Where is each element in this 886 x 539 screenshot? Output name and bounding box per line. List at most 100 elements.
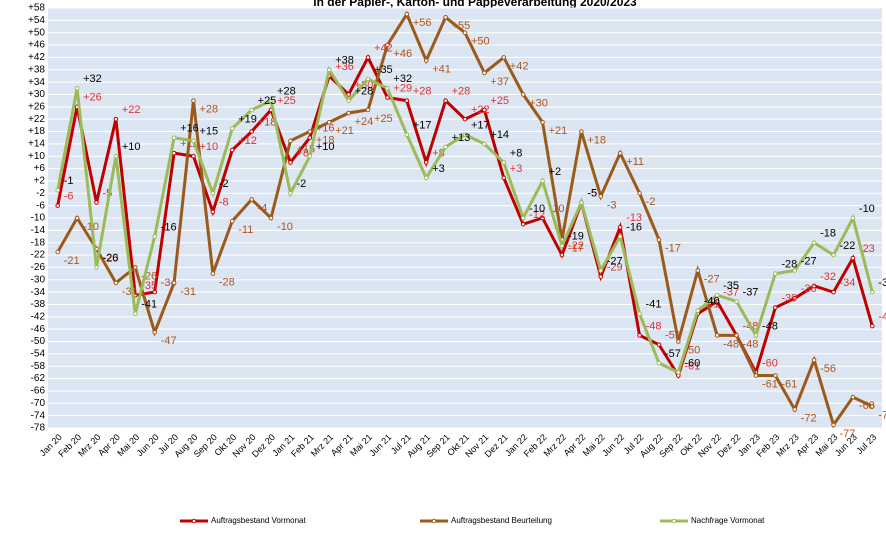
- point: [520, 92, 526, 97]
- y-tick-label: +14: [28, 139, 45, 150]
- data-label: -34: [840, 277, 856, 289]
- point: [540, 119, 545, 125]
- x-tick-label: Jun 22: [600, 432, 626, 458]
- data-label: -21: [64, 255, 80, 267]
- y-tick-label: +42: [28, 52, 45, 63]
- point: [870, 323, 875, 329]
- point: [695, 308, 701, 313]
- point: [55, 249, 60, 255]
- point: [656, 342, 662, 347]
- point: [850, 394, 856, 400]
- point: [501, 160, 507, 165]
- point: [288, 160, 293, 165]
- point: [94, 265, 99, 270]
- data-label: +28: [277, 86, 296, 98]
- point: [288, 190, 293, 196]
- point: [423, 160, 429, 165]
- data-label: -19: [568, 231, 584, 243]
- y-tick-label: -54: [31, 349, 46, 360]
- data-label: -12: [529, 209, 545, 221]
- data-label: -27: [704, 273, 720, 285]
- data-label: -10: [277, 221, 293, 233]
- data-label: -27: [801, 255, 817, 267]
- point: [113, 280, 119, 286]
- data-label: +28: [355, 86, 374, 98]
- y-tick-label: -6: [36, 200, 45, 211]
- x-tick-label: Jun 21: [367, 432, 393, 458]
- data-label: +10: [316, 141, 335, 153]
- data-label: -5: [587, 187, 597, 199]
- point: [152, 329, 157, 335]
- data-label: -41: [141, 299, 157, 311]
- y-tick-label: -26: [31, 262, 46, 273]
- data-label: -20: [102, 252, 118, 264]
- data-label: +42: [374, 42, 393, 54]
- data-label: -48: [762, 320, 778, 332]
- data-label: +25: [374, 113, 393, 125]
- data-label: -77: [840, 428, 856, 440]
- data-label: -16: [161, 221, 177, 233]
- data-label: +26: [83, 92, 102, 104]
- data-label: -39: [781, 292, 797, 304]
- data-label: -17: [665, 243, 681, 255]
- data-label: -71: [878, 409, 886, 421]
- data-label: -41: [646, 299, 662, 311]
- point: [870, 289, 875, 295]
- data-label: +24: [355, 116, 374, 128]
- point: [773, 373, 778, 378]
- point: [249, 197, 254, 202]
- data-label: -11: [238, 224, 253, 236]
- y-tick-label: -70: [31, 398, 46, 409]
- data-label: -35: [723, 280, 739, 292]
- data-label: -3: [607, 199, 617, 211]
- data-label: -45: [878, 311, 886, 323]
- point: [404, 98, 410, 103]
- data-label: +56: [413, 17, 432, 29]
- data-label: -34: [878, 277, 886, 289]
- data-label: +55: [452, 20, 471, 32]
- point: [811, 240, 817, 246]
- data-label: +21: [335, 125, 354, 137]
- point: [540, 215, 545, 221]
- point: [365, 55, 371, 60]
- y-tick-label: +22: [28, 114, 45, 125]
- y-tick-label: -30: [31, 274, 46, 285]
- data-label: -57: [665, 348, 681, 360]
- data-label: +21: [549, 125, 568, 137]
- point: [171, 135, 177, 141]
- y-tick-label: -74: [31, 410, 46, 421]
- data-label: +3: [432, 163, 445, 175]
- y-tick-label: -34: [31, 287, 46, 298]
- data-label: -60: [762, 357, 778, 369]
- data-label: -16: [626, 221, 642, 233]
- data-label: +29: [393, 82, 412, 94]
- data-label: -29: [607, 262, 623, 274]
- point: [579, 200, 584, 205]
- point: [55, 203, 60, 208]
- point: [268, 98, 274, 103]
- data-label: +25: [277, 95, 296, 107]
- data-label: +28: [199, 104, 218, 116]
- point: [831, 422, 836, 428]
- point: [326, 119, 332, 125]
- x-tick-label: Jun 20: [135, 432, 161, 458]
- data-label: -61: [684, 360, 700, 372]
- data-label: -6: [64, 191, 74, 203]
- y-tick-label: -62: [31, 373, 46, 384]
- y-tick-label: -58: [31, 361, 46, 372]
- data-label: +18: [258, 116, 277, 128]
- point: [307, 153, 313, 159]
- y-tick-label: +46: [28, 40, 45, 51]
- data-label: -28: [219, 276, 235, 288]
- point: [152, 234, 157, 239]
- data-label: -22: [568, 240, 584, 252]
- point: [326, 67, 332, 73]
- point: [132, 265, 138, 270]
- point: [637, 333, 642, 338]
- point: [850, 255, 856, 261]
- legend-marker: [671, 518, 677, 524]
- y-tick-label: +54: [28, 15, 45, 26]
- point: [113, 153, 119, 159]
- data-label: -17: [568, 243, 584, 255]
